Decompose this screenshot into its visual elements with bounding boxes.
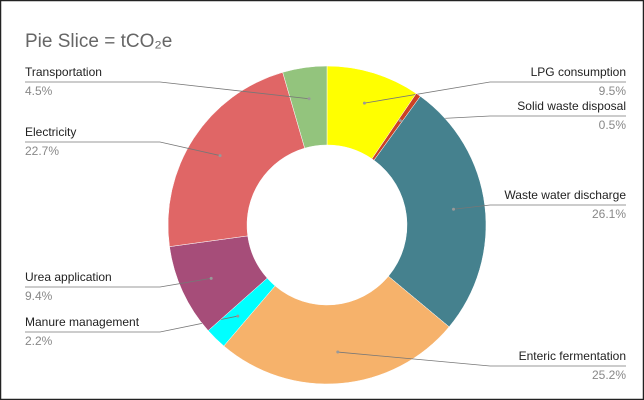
slice-label: Waste water discharge bbox=[504, 188, 626, 202]
leader-line bbox=[25, 277, 212, 288]
slice bbox=[167, 71, 306, 247]
slice-label: Enteric fermentation bbox=[519, 349, 626, 363]
slice-value-label: 9.4% bbox=[25, 289, 53, 303]
leader-dot bbox=[218, 154, 222, 158]
slice-value-label: 2.2% bbox=[25, 334, 53, 348]
chart-title: Pie Slice = tCO₂e bbox=[25, 31, 172, 52]
leader-dot bbox=[398, 119, 402, 123]
leader-dot bbox=[209, 276, 213, 280]
leader-dot bbox=[362, 101, 366, 105]
slice-label: Electricity bbox=[25, 125, 76, 139]
leader-line bbox=[453, 204, 626, 210]
slice-value-label: 26.1% bbox=[592, 207, 626, 221]
leader-dot bbox=[336, 350, 340, 354]
leader-dot bbox=[236, 314, 240, 318]
slice-label: LPG consumption bbox=[531, 65, 626, 79]
slice-value-label: 0.5% bbox=[599, 118, 627, 132]
leader-line bbox=[25, 81, 310, 100]
leader-line bbox=[337, 351, 626, 367]
leader-dot bbox=[307, 97, 311, 101]
slice-label: Urea application bbox=[25, 270, 112, 284]
slice-label: Solid waste disposal bbox=[517, 99, 626, 113]
slice-value-label: 9.5% bbox=[599, 84, 627, 98]
leader-line bbox=[364, 81, 626, 104]
slice-value-label: 25.2% bbox=[592, 368, 626, 382]
slice-label: Transportation bbox=[25, 65, 102, 79]
slice-value-label: 4.5% bbox=[25, 84, 53, 98]
slice-label: Manure management bbox=[25, 315, 140, 329]
slice-value-label: 22.7% bbox=[25, 144, 59, 158]
leader-dot bbox=[452, 207, 456, 211]
slice bbox=[282, 65, 328, 149]
slice bbox=[373, 95, 487, 328]
leader-line bbox=[25, 141, 221, 156]
